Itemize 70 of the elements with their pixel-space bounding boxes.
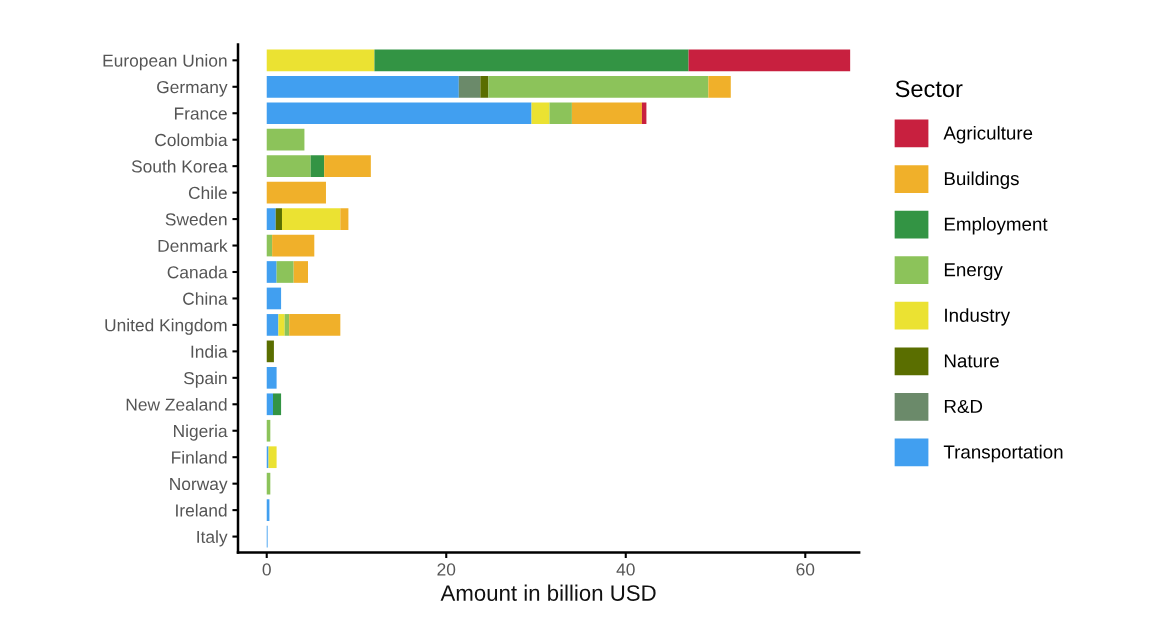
y-tick-label: Spain xyxy=(183,371,227,388)
bar xyxy=(266,234,273,257)
bar xyxy=(272,234,315,257)
bar xyxy=(284,314,290,336)
bar xyxy=(324,155,371,178)
bar xyxy=(340,208,349,230)
bar xyxy=(458,75,481,98)
y-tick-label: Italy xyxy=(197,530,228,547)
bar xyxy=(278,314,285,336)
y-tick-label: Colombia xyxy=(155,133,228,147)
bar xyxy=(549,102,572,125)
legend-label: Industry xyxy=(945,308,1011,326)
bar xyxy=(281,208,341,230)
bar xyxy=(310,155,325,178)
bar xyxy=(266,181,326,204)
bar xyxy=(273,393,282,416)
bar xyxy=(488,75,709,98)
bar xyxy=(266,75,459,98)
bar xyxy=(266,287,282,310)
y-tick-label: Nigeria xyxy=(174,424,228,441)
x-tick-label: 60 xyxy=(796,563,815,576)
bar xyxy=(276,261,294,283)
bar xyxy=(266,155,311,178)
bar xyxy=(266,314,279,336)
bar xyxy=(480,75,489,98)
bar xyxy=(641,102,647,125)
bar xyxy=(266,49,375,72)
bar xyxy=(531,102,550,125)
bar xyxy=(571,102,642,125)
x-tick-label: 40 xyxy=(616,563,635,576)
bar xyxy=(266,393,274,416)
legend-label: Buildings xyxy=(944,171,1019,189)
y-tick-label: Ireland xyxy=(176,503,227,517)
y-tick-label: European Union xyxy=(103,54,227,71)
bar xyxy=(293,261,309,283)
legend-label: R&D xyxy=(944,399,983,414)
y-tick-label: Germany xyxy=(157,80,228,97)
bar xyxy=(275,208,282,230)
bar xyxy=(688,49,851,72)
y-tick-label: Chile xyxy=(188,186,227,200)
y-tick-label: China xyxy=(183,292,228,305)
bar xyxy=(266,128,305,151)
y-tick-label: Sweden xyxy=(165,212,227,226)
y-tick-label: France xyxy=(174,107,227,120)
bar xyxy=(266,261,277,283)
x-tick-label: 20 xyxy=(437,563,456,576)
bar xyxy=(708,75,731,98)
bar xyxy=(374,49,689,72)
bar xyxy=(266,340,274,363)
bar xyxy=(266,208,276,230)
y-tick-label: Canada xyxy=(167,265,228,279)
x-tick-label: 0 xyxy=(262,563,271,576)
y-tick-label: South Korea xyxy=(131,159,228,173)
y-tick-label: India xyxy=(191,345,228,358)
y-tick-label: Denmark xyxy=(158,239,228,252)
legend-label: Nature xyxy=(944,354,999,368)
legend-label: Employment xyxy=(944,217,1048,235)
legend-label: Transportation xyxy=(943,444,1063,463)
legend-label: Energy xyxy=(944,263,1003,281)
y-tick-label: New Zealand xyxy=(126,397,227,411)
bar xyxy=(266,102,532,125)
bar xyxy=(289,314,341,336)
y-tick-label: United Kingdom xyxy=(105,318,227,335)
bar xyxy=(268,446,277,469)
legend-title: Sector xyxy=(895,80,963,98)
y-tick-label: Finland xyxy=(172,450,227,464)
x-axis-title: Amount in billion USD xyxy=(440,584,656,601)
bar xyxy=(266,366,277,389)
y-tick-label: Norway xyxy=(170,478,228,494)
legend-label: Agriculture xyxy=(943,125,1033,144)
